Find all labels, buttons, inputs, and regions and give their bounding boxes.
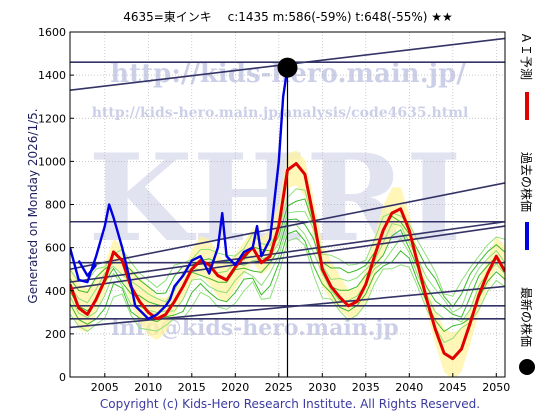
legend-label-past: 過去の株価 — [519, 152, 534, 212]
x-tick-label: 2010 — [134, 381, 162, 394]
legend-item-ai: ＡＩ予測 — [519, 32, 533, 120]
latest-marker-group — [277, 57, 298, 78]
watermark-url-analysis: http://kids-hero.main.jp/analysis/code46… — [92, 105, 469, 121]
legend-swatch-latest — [519, 359, 535, 375]
legend-label-ai: ＡＩ予測 — [519, 32, 533, 80]
legend-item-past: 過去の株価 — [519, 152, 534, 250]
trend-lines — [70, 37, 505, 329]
trend-line — [70, 225, 505, 290]
copyright: Copyright (c) Kids-Hero Research Institu… — [100, 397, 480, 411]
legend-item-latest: 最新の株価 — [519, 287, 535, 375]
trend-line — [70, 285, 505, 329]
chart-title: 4635=東インキ c:1435 m:586(-59%) t:648(-55%)… — [123, 10, 453, 24]
y-tick-label: 400 — [45, 285, 66, 298]
y-tick-label: 1200 — [38, 112, 66, 125]
y-tick-label: 600 — [45, 242, 66, 255]
latest-price-marker — [277, 57, 298, 78]
legend: ＡＩ予測 過去の株価 最新の株価 — [519, 32, 535, 375]
x-tick-label: 2030 — [308, 381, 336, 394]
series-past-price — [70, 67, 289, 320]
y-tick-label: 0 — [59, 371, 66, 384]
legend-label-latest: 最新の株価 — [519, 287, 534, 347]
series-ai-forecast — [70, 162, 505, 361]
y-tick-label: 200 — [45, 328, 66, 341]
trend-line — [70, 182, 505, 270]
series-past-price — [77, 259, 98, 277]
y-tick-label: 1000 — [38, 155, 66, 168]
x-tick-label: 2045 — [439, 381, 467, 394]
y-axis: 0 200 400 600 800 1000 1200 1400 1600 — [38, 26, 74, 384]
trend-line — [70, 220, 505, 283]
x-tick-label: 2050 — [482, 381, 510, 394]
x-tick-label: 2025 — [265, 381, 293, 394]
x-tick-label: 2015 — [178, 381, 206, 394]
x-tick-label: 2035 — [352, 381, 380, 394]
x-axis: 2005 2010 2015 2020 2025 2030 2035 2040 2045 2050 — [91, 373, 510, 394]
band-yellow — [70, 150, 505, 377]
y-tick-label: 1400 — [38, 69, 66, 82]
x-tick-label: 2005 — [91, 381, 119, 394]
series-lines — [70, 67, 505, 361]
grid-lines — [70, 31, 505, 378]
x-tick-label: 2040 — [395, 381, 423, 394]
generated-label: Generated on Monday 2026/1/5. — [26, 108, 40, 303]
x-tick-label: 2020 — [221, 381, 249, 394]
y-tick-label: 800 — [45, 199, 66, 212]
y-tick-label: 1600 — [38, 26, 66, 39]
